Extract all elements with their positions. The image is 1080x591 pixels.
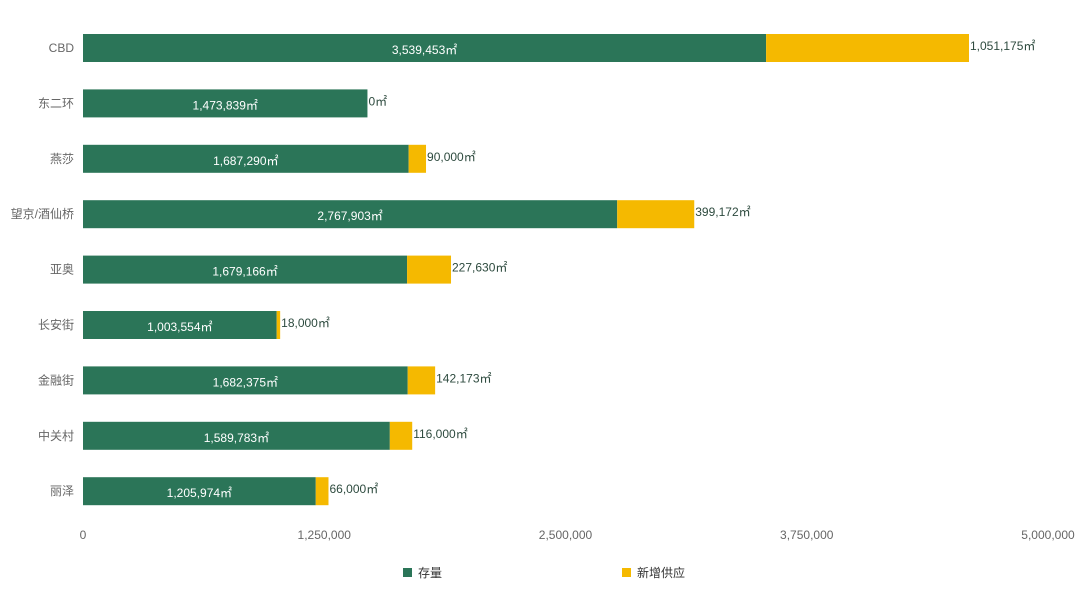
data-label-stock: 1,682,375㎡ bbox=[213, 375, 278, 389]
category-label: 中关村 bbox=[38, 428, 74, 443]
legend-item-new-supply: 新增供应 bbox=[622, 564, 685, 581]
category-label: 东二环 bbox=[38, 96, 74, 110]
data-label-new-supply: 90,000㎡ bbox=[427, 150, 476, 164]
category-label: 丽泽 bbox=[50, 484, 74, 498]
bar-stock bbox=[83, 144, 409, 173]
bar-new-supply bbox=[407, 255, 452, 284]
data-label-new-supply: 116,000㎡ bbox=[413, 427, 468, 441]
data-label-new-supply: 227,630㎡ bbox=[452, 261, 507, 275]
data-label-new-supply: 399,172㎡ bbox=[695, 205, 750, 219]
bar-new-supply bbox=[315, 477, 329, 506]
x-tick-label: 5,000,000 bbox=[1021, 528, 1075, 542]
bar-stock bbox=[83, 477, 316, 506]
bar-stock bbox=[83, 89, 368, 118]
data-label-new-supply: 0㎡ bbox=[368, 94, 387, 108]
legend-item-stock: 存量 bbox=[403, 564, 442, 581]
legend-swatch-new-supply bbox=[622, 568, 631, 577]
data-label-stock: 1,679,166㎡ bbox=[212, 265, 277, 279]
category-label: 燕莎 bbox=[50, 152, 74, 166]
category-label: 望京/酒仙桥 bbox=[11, 207, 74, 221]
data-label-new-supply: 142,173㎡ bbox=[436, 371, 491, 385]
category-label: 金融街 bbox=[38, 372, 74, 387]
data-label-stock: 1,205,974㎡ bbox=[167, 486, 232, 500]
data-label-stock: 1,589,783㎡ bbox=[204, 431, 269, 445]
bar-stock bbox=[83, 421, 390, 450]
category-label: CBD bbox=[49, 41, 75, 55]
legend-label-new-supply: 新增供应 bbox=[637, 566, 686, 580]
bar-stock bbox=[83, 366, 408, 395]
x-tick-label: 3,750,000 bbox=[780, 528, 834, 542]
data-label-stock: 3,539,453㎡ bbox=[392, 43, 457, 57]
x-tick-label: 2,500,000 bbox=[539, 528, 593, 542]
bar-new-supply bbox=[766, 34, 969, 62]
x-tick-label: 0 bbox=[80, 528, 87, 542]
legend-swatch-stock bbox=[403, 568, 412, 577]
bar-new-supply bbox=[407, 366, 436, 395]
legend-label-stock: 存量 bbox=[418, 566, 443, 580]
bar-new-supply bbox=[389, 421, 413, 450]
data-label-new-supply: 18,000㎡ bbox=[281, 316, 330, 330]
data-label-stock: 2,767,903㎡ bbox=[317, 209, 382, 223]
bar-new-supply bbox=[276, 311, 281, 339]
data-label-stock: 1,687,290㎡ bbox=[213, 154, 278, 168]
x-tick-label: 1,250,000 bbox=[298, 528, 352, 542]
data-label-new-supply: 1,051,175㎡ bbox=[970, 39, 1035, 53]
bar-stock bbox=[83, 34, 767, 62]
category-label: 长安街 bbox=[38, 317, 74, 332]
bar-stock bbox=[83, 255, 408, 284]
bar-stock bbox=[83, 200, 618, 229]
bar-new-supply bbox=[617, 200, 695, 229]
data-label-stock: 1,473,839㎡ bbox=[193, 98, 258, 112]
bar-stock bbox=[83, 311, 277, 339]
data-label-stock: 1,003,554㎡ bbox=[147, 320, 212, 334]
category-label: 亚奥 bbox=[50, 263, 74, 277]
bar-new-supply bbox=[408, 144, 427, 173]
data-label-new-supply: 66,000㎡ bbox=[329, 482, 378, 496]
